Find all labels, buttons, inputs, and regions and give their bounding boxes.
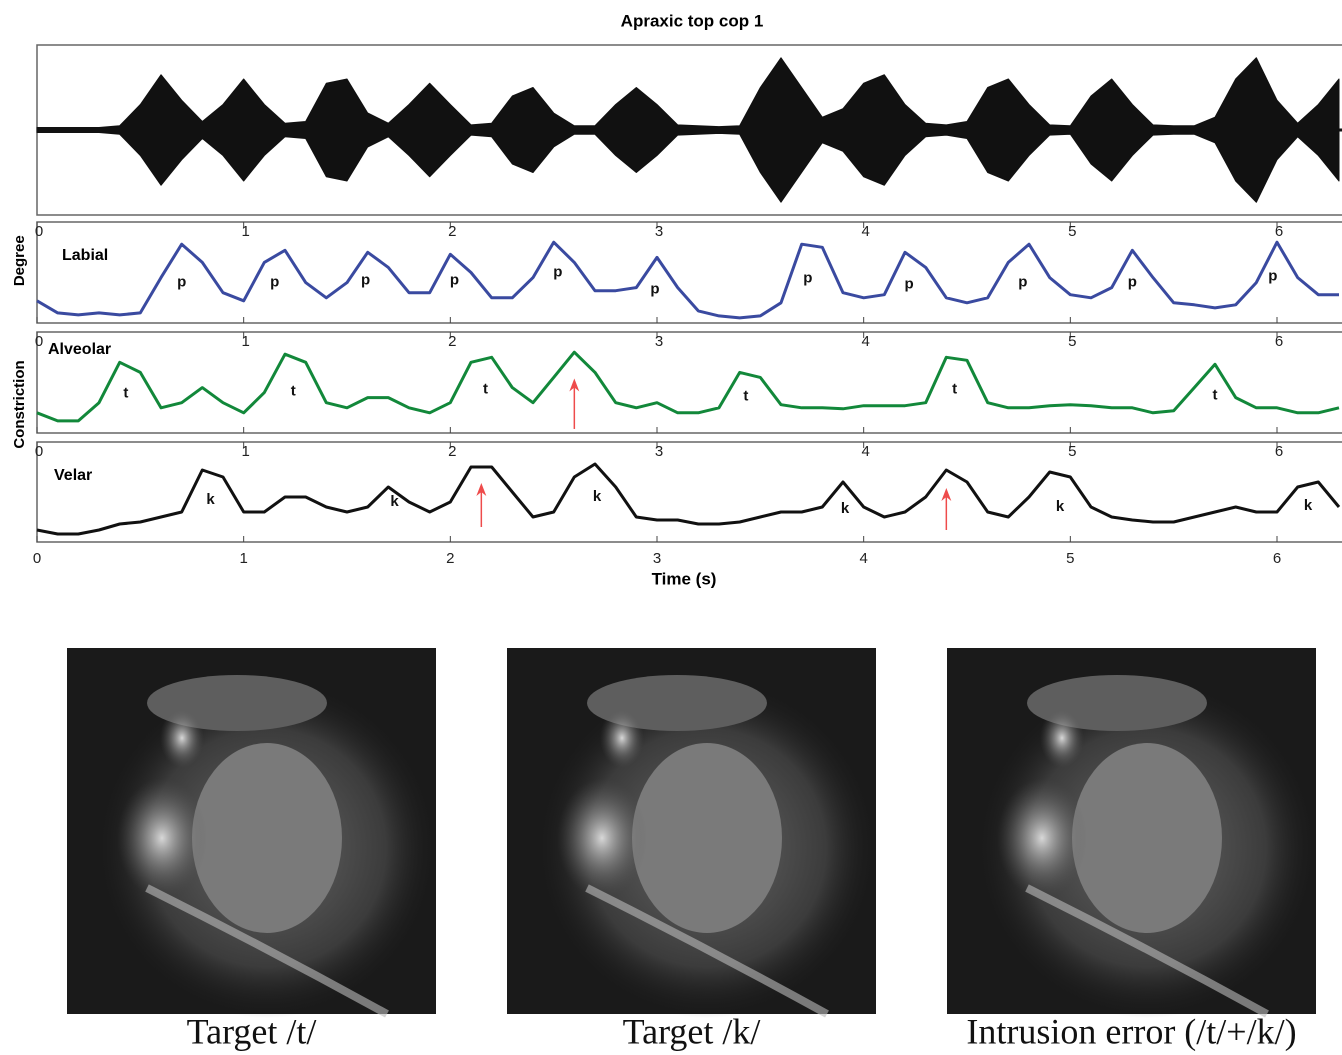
panel-frame [36, 441, 1342, 543]
line [36, 462, 1341, 536]
annotation: p [361, 272, 370, 289]
x-tick-label: 3 [655, 223, 663, 240]
annotation: p [803, 270, 812, 287]
annotation: p [1128, 274, 1137, 291]
mri-lip [1040, 708, 1084, 768]
annotation: t [123, 385, 128, 402]
image-caption: Target /k/ [623, 1011, 761, 1051]
mri-tongue [192, 743, 342, 933]
x-tick-label: 1 [241, 443, 249, 460]
annotation: p [905, 276, 914, 293]
annotation: p [650, 281, 659, 298]
mri-lip [160, 708, 204, 768]
x-axis-label: Time (s) [652, 569, 717, 588]
mri-images [67, 648, 1317, 1018]
x-tick-label: 5 [1066, 550, 1074, 567]
annotation: p [177, 274, 186, 291]
y-axis-label: Constriction Degree [11, 235, 28, 448]
x-tick-label: 2 [448, 443, 456, 460]
annotation: k [206, 491, 215, 508]
mri-chin [997, 778, 1087, 898]
annotation: p [450, 272, 459, 289]
x-tick-label: 5 [1068, 223, 1076, 240]
x-tick-label: 5 [1068, 333, 1076, 350]
annotation: t [1213, 387, 1218, 404]
annotation: t [743, 388, 748, 405]
mri-tongue [632, 743, 782, 933]
mri-lip [600, 708, 644, 768]
panel-label: Labial [62, 247, 108, 264]
x-tick-label: 3 [655, 333, 663, 350]
arrow-head [569, 378, 580, 392]
panel-label: Alveolar [48, 341, 111, 358]
x-tick-label: 1 [239, 550, 247, 567]
x-tick-label: 6 [1275, 333, 1283, 350]
annotation: t [483, 381, 488, 398]
x-tick-label: 4 [861, 443, 869, 460]
mri-neck [585, 884, 829, 1018]
panel-label: Velar [54, 467, 92, 484]
annotation: k [1304, 497, 1313, 514]
annotation: p [1268, 268, 1277, 285]
annotation: p [553, 263, 562, 280]
x-tick-label: 2 [446, 550, 454, 567]
annotation: p [270, 274, 279, 291]
x-tick-label: 2 [448, 333, 456, 350]
x-tick-label: 0 [35, 223, 43, 240]
x-tick-label: 2 [448, 223, 456, 240]
mri-chin [557, 778, 647, 898]
mri-neck [1025, 884, 1269, 1018]
x-tick-label: 6 [1275, 223, 1283, 240]
line [36, 350, 1340, 423]
x-tick-label: 1 [241, 333, 249, 350]
panel-frame [36, 331, 1342, 434]
arrow-head [476, 483, 487, 496]
annotation: k [841, 500, 850, 517]
chart-title: Apraxic top cop 1 [621, 11, 764, 30]
x-tick-label: 0 [33, 550, 41, 567]
annotation: p [1018, 274, 1027, 291]
mri-tongue [1072, 743, 1222, 933]
annotation: t [291, 383, 296, 400]
image-caption: Intrusion error (/t/+/k/) [966, 1011, 1296, 1051]
line [36, 240, 1339, 320]
x-tick-label: 3 [655, 443, 663, 460]
x-tick-label: 5 [1068, 443, 1076, 460]
x-tick-label: 6 [1275, 443, 1283, 460]
arrow-head [941, 488, 952, 501]
x-tick-label: 6 [1273, 550, 1281, 567]
mri-chin [117, 778, 207, 898]
annotation: k [593, 488, 602, 505]
x-tick-label: 3 [653, 550, 661, 567]
panel-frame [36, 221, 1342, 324]
x-tick-label: 4 [859, 550, 867, 567]
x-tick-label: 4 [861, 333, 869, 350]
annotation: k [1056, 498, 1065, 515]
x-tick-label: 1 [241, 223, 249, 240]
mri-neck [145, 884, 389, 1018]
image-caption: Target /t/ [187, 1011, 317, 1051]
x-tick-label: 0 [35, 333, 43, 350]
annotation: k [390, 493, 399, 510]
annotation: t [952, 381, 957, 398]
x-tick-label: 4 [861, 223, 869, 240]
x-tick-label: 0 [35, 443, 43, 460]
